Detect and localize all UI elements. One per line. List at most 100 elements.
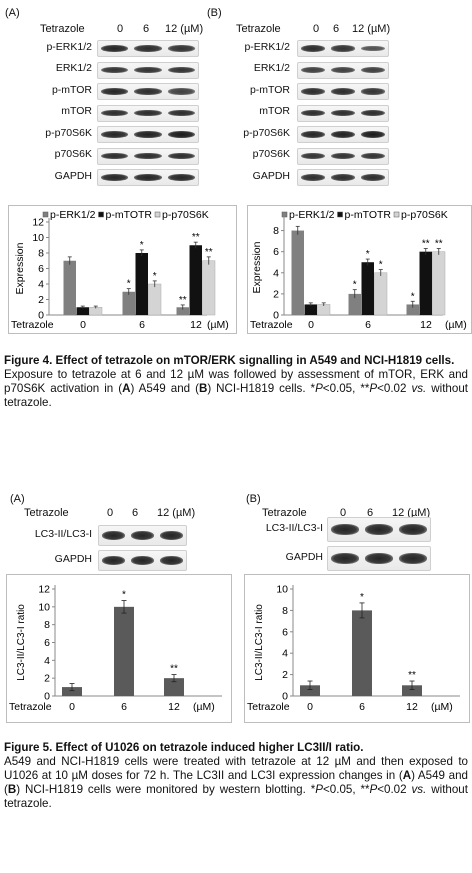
- fig4-b-y-axis-label: Expression: [251, 241, 263, 293]
- fig4-a-band: [101, 131, 129, 138]
- fig4-a-blot-strip: [97, 104, 199, 122]
- fig5-b-significance-mark: *: [360, 592, 364, 603]
- fig4-b-bar-chart: p-ERK1/2 p-mTOTR p-p70S6K 0 2 4 6 8 Expression 0 *…: [250, 209, 467, 331]
- fig4-a-band: [101, 88, 129, 95]
- fig4-b-band: [330, 152, 356, 160]
- fig4-b-band: [300, 174, 326, 181]
- fig5-b-y-tick-label: 8: [282, 605, 288, 617]
- fig4-b-blot-strip: [297, 104, 389, 122]
- fig4-b-band: [360, 109, 386, 117]
- fig4-b-bar: [291, 230, 304, 315]
- fig4-b-bar: [361, 262, 374, 315]
- fig4-a-bar: [135, 253, 148, 315]
- fig5-b-dose-12: 12 (µM): [392, 507, 431, 519]
- fig4-a-y-tick-label: 12: [32, 217, 44, 229]
- fig4-a-y-tick-label: 10: [32, 232, 44, 244]
- fig5-caption: Figure 5. Effect of U1026 on tetrazole i…: [4, 741, 468, 811]
- fig4-b-dose-12: 12 (µM): [352, 23, 391, 35]
- fig4-a-band: [167, 152, 195, 160]
- fig4-b-band: [360, 45, 386, 52]
- fig4-a-band: [134, 109, 162, 117]
- fig4-a-band: [101, 152, 129, 160]
- fig5-b-chart-frame: 0 2 4 6 8 10 LC3-II/LC3-I ratio 0 * 6 ** 12 Tetrazol…: [244, 574, 470, 723]
- fig4-a-blot-strip: [97, 126, 199, 143]
- fig4-b-y-tick-label: 2: [273, 288, 279, 300]
- fig4-b-row-label: mTOR: [259, 105, 290, 117]
- fig5-a-treatment-label: Tetrazole: [24, 507, 69, 519]
- fig5-b-y-tick-label: 6: [282, 626, 288, 638]
- fig5-b-blot-strip: [327, 546, 431, 571]
- fig4-a-bar: [76, 307, 89, 315]
- fig5-a-bar: [164, 678, 184, 696]
- fig4-a-row-label: p70S6K: [54, 148, 92, 160]
- fig4-b-x-tick-label: 0: [308, 319, 314, 331]
- fig4-a-legend-label: p-p70S6K: [162, 209, 209, 221]
- fig4-b-treatment-label: Tetrazole: [236, 23, 281, 35]
- fig5-b-y-tick-label: 10: [276, 584, 288, 596]
- fig4-b-row-label: p-ERK1/2: [244, 40, 290, 53]
- fig4-b-bar: [317, 304, 331, 316]
- fig4-a-y-tick-label: 4: [38, 279, 44, 291]
- fig4-a-blot-strip: [97, 147, 199, 165]
- fig4-a-x-tick-label: 12: [190, 319, 202, 331]
- fig4-a-band: [101, 109, 129, 117]
- fig4-a-blot-strip: [97, 40, 199, 57]
- fig4-a-chart-frame: p-ERK1/2 p-mTOTR p-p70S6K 0 2 4 6 8 10 12 Expressi…: [8, 205, 237, 334]
- fig5-a-y-tick-label: 0: [44, 691, 50, 703]
- fig4-b-row-label: p-mTOR: [249, 83, 290, 96]
- fig4-b-band: [330, 45, 356, 52]
- fig4-a-y-tick-label: 6: [38, 263, 44, 275]
- fig4-a-row-label: p-p70S6K: [45, 126, 92, 139]
- fig5-b-band: [331, 553, 359, 564]
- fig5-a-band: [101, 556, 126, 565]
- fig4-b-blot-strip: [297, 40, 389, 57]
- fig4-b-band: [300, 45, 326, 52]
- fig5-a-x-tick-label: 0: [69, 701, 75, 713]
- fig4-a-band: [101, 174, 129, 181]
- fig4-a-band: [101, 45, 129, 52]
- fig4-a-band: [134, 174, 162, 181]
- fig4-b-bar: [304, 304, 317, 315]
- fig5-a-y-tick-label: 10: [38, 601, 50, 613]
- fig5-a-y-tick-label: 8: [44, 619, 50, 631]
- fig4-a-band: [167, 45, 195, 52]
- fig4-b-legend-label: p-mTOTR: [345, 209, 392, 221]
- fig4-caption-title: Figure 4. Effect of tetrazole on mTOR/ER…: [4, 354, 455, 367]
- fig4-b-bar: [419, 251, 432, 315]
- fig4-a-significance-mark: **: [192, 232, 200, 243]
- fig5-a-row-label: LC3-II/LC3-I: [34, 527, 92, 540]
- fig5-b-dose-0: 0: [340, 507, 347, 519]
- fig4-b-band: [360, 152, 386, 160]
- fig5-b-band: [365, 553, 393, 564]
- fig5-a-chart-frame: 0 2 4 6 8 10 12 LC3-II/LC3-I ratio 0 * 6 ** 12 Tetraz…: [6, 574, 232, 723]
- fig5-a-band: [130, 531, 155, 540]
- fig4-b-band: [360, 131, 386, 138]
- fig5-a-x-axis-unit: (µM): [193, 701, 215, 713]
- fig5-b-row-label: LC3-II/LC3-I: [265, 521, 323, 534]
- fig4-b-y-tick-label: 0: [273, 310, 279, 322]
- fig4-b-significance-mark: *: [411, 291, 415, 302]
- fig5-b-x-tick-label: 6: [359, 701, 365, 713]
- fig4-a-row-label: mTOR: [61, 105, 92, 117]
- fig5-a-blot-strip: [98, 525, 187, 546]
- fig4-a-significance-mark: *: [127, 279, 131, 290]
- fig4-a-band: [101, 66, 129, 74]
- fig4-a-band: [134, 66, 162, 74]
- fig4-a-bar-chart: p-ERK1/2 p-mTOTR p-p70S6K 0 2 4 6 8 10 12 Expressi…: [11, 209, 229, 331]
- fig4-b-x-tick-label: 6: [365, 319, 371, 331]
- fig4-a-x-axis-unit: (µM): [207, 319, 229, 331]
- fig4-caption-body: Exposure to tetrazole at 6 and 12 µM was…: [4, 368, 468, 409]
- fig4-b-dose-0: 0: [313, 23, 320, 35]
- fig4-b-significance-mark: **: [435, 239, 443, 250]
- fig4-a-dose-12: 12 (µM): [165, 23, 204, 35]
- fig5-a-y-tick-label: 6: [44, 637, 50, 649]
- fig4-b-band: [330, 131, 356, 138]
- fig5-a-band: [159, 531, 184, 540]
- fig4-a-band: [134, 88, 162, 95]
- fig5-b-bar-chart: 0 2 4 6 8 10 LC3-II/LC3-I ratio 0 * 6 ** 12 Tetrazol…: [247, 584, 460, 713]
- fig5-a-band: [159, 556, 184, 565]
- fig4-b-band: [300, 88, 326, 95]
- fig5-a-dose-0: 0: [107, 507, 114, 519]
- fig4-a-band: [134, 131, 162, 138]
- fig4-a-band: [167, 131, 195, 138]
